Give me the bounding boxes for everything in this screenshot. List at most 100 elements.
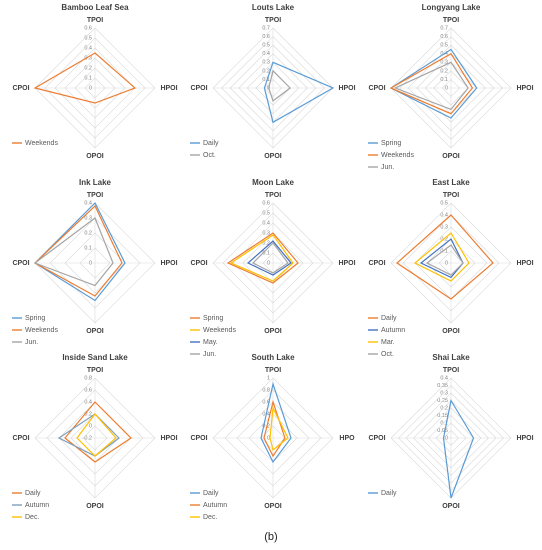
axis-label: HPOI xyxy=(160,85,177,92)
axis-label: HPOI xyxy=(160,435,177,442)
axis-label: CPOI xyxy=(12,260,29,267)
axis-label: HPOI xyxy=(338,260,355,267)
tick-label: 0.2 xyxy=(262,240,270,246)
axis-label: OPOI xyxy=(442,503,460,510)
tick-label: 0 xyxy=(267,435,270,441)
tick-label: 0.4 xyxy=(262,220,270,226)
legend-label: Dec. xyxy=(203,514,217,521)
legend-label: Weekends xyxy=(381,152,414,159)
tick-label: 0.8 xyxy=(262,387,270,393)
legend-label: May. xyxy=(203,339,218,346)
radar-series xyxy=(442,398,475,499)
axis-label: HPOI xyxy=(338,85,355,92)
axis-label: CPOI xyxy=(368,260,385,267)
tick-label: 0.1 xyxy=(84,245,92,251)
tick-label: 0.3 xyxy=(440,390,448,396)
tick-label: 0 xyxy=(89,85,92,91)
tick-label: 0 xyxy=(445,85,448,91)
tick-label: 0.3 xyxy=(262,60,270,66)
tick-label: 0.6 xyxy=(262,34,270,40)
tick-label: 0.6 xyxy=(262,200,270,206)
legend-label: Spring xyxy=(381,140,401,147)
legend-label: Weekends xyxy=(25,327,58,334)
axis-label: CPOI xyxy=(12,85,29,92)
tick-label: 0.2 xyxy=(84,230,92,236)
legend-label: Daily xyxy=(25,490,41,497)
tick-label: 0 xyxy=(89,423,92,429)
radar-series xyxy=(263,61,335,124)
radar-series xyxy=(76,413,117,457)
axis-label: OPOI xyxy=(86,503,104,510)
tick-label: 0.3 xyxy=(440,60,448,66)
axis-label: OPOI xyxy=(264,328,282,335)
legend-label: Oct. xyxy=(203,152,216,159)
tick-label: 0 xyxy=(267,260,270,266)
radar-series xyxy=(389,52,474,115)
legend-label: Daily xyxy=(381,490,397,497)
tick-label: 0 xyxy=(445,435,448,441)
legend-label: Jun. xyxy=(381,164,394,171)
legend-label: Daily xyxy=(381,315,397,322)
axis-label: HPO xyxy=(339,435,355,442)
tick-label: 0.2 xyxy=(84,65,92,71)
tick-label: 0 xyxy=(89,260,92,266)
axis-label: CPOI xyxy=(12,435,29,442)
tick-label: 0.5 xyxy=(262,210,270,216)
legend-label: Autumn xyxy=(381,327,405,334)
legend-label: Autumn xyxy=(203,502,227,509)
tick-label: 0.2 xyxy=(440,68,448,74)
tick-label: 1 xyxy=(267,375,270,381)
tick-label: 0.2 xyxy=(262,423,270,429)
tick-label: 0.5 xyxy=(440,200,448,206)
radar-series xyxy=(33,217,114,287)
radar-series xyxy=(226,232,299,284)
axis-label: HPOI xyxy=(516,260,533,267)
axis-label: OPOI xyxy=(264,503,282,510)
legend-label: Oct. xyxy=(381,351,394,358)
tick-label: 0.3 xyxy=(262,230,270,236)
legend-label: Jun. xyxy=(25,339,38,346)
axis-label: TPOI xyxy=(265,192,281,199)
tick-label: 0.4 xyxy=(84,45,92,51)
tick-label: 0.2 xyxy=(262,68,270,74)
tick-label: 0.1 xyxy=(440,248,448,254)
tick-label: 0.3 xyxy=(440,224,448,230)
radar-series xyxy=(269,405,289,452)
legend-label: Dec. xyxy=(25,514,39,521)
legend-label: Daily xyxy=(203,140,219,147)
radar-series xyxy=(260,381,292,464)
chart-title: Ink Lake xyxy=(79,178,112,187)
tick-label: 0.6 xyxy=(440,34,448,40)
axis-label: OPOI xyxy=(442,328,460,335)
tick-label: -0.2 xyxy=(83,435,92,441)
axis-label: HPOI xyxy=(516,85,533,92)
axis-label: TPOI xyxy=(443,192,459,199)
tick-label: 0.2 xyxy=(440,405,448,411)
tick-label: 0.3 xyxy=(84,215,92,221)
axis-label: CPOI xyxy=(190,260,207,267)
tick-label: 0.2 xyxy=(84,411,92,417)
legend-label: Weekends xyxy=(25,140,58,147)
radar-series xyxy=(419,238,464,279)
tick-label: 0.3 xyxy=(84,55,92,61)
radar-series xyxy=(396,214,494,300)
axis-label: HPOI xyxy=(516,435,533,442)
axis-label: TPOI xyxy=(265,367,281,374)
axis-label: TPOI xyxy=(87,367,103,374)
chart-title: Bamboo Leaf Sea xyxy=(61,3,129,12)
chart-title: Louts Lake xyxy=(252,3,295,12)
tick-label: 0.4 xyxy=(262,51,270,57)
tick-label: 0.8 xyxy=(84,375,92,381)
tick-label: 0.1 xyxy=(262,77,270,83)
tick-label: 0.7 xyxy=(262,25,270,31)
chart-title: Longyang Lake xyxy=(422,3,481,12)
radar-series xyxy=(246,240,292,276)
tick-label: 0.4 xyxy=(84,200,92,206)
radar-series xyxy=(229,234,294,282)
radar-series xyxy=(268,69,292,102)
legend-label: Daily xyxy=(203,490,219,497)
tick-label: 0.1 xyxy=(440,77,448,83)
chart-title: Moon Lake xyxy=(252,178,294,187)
radar-series xyxy=(33,52,137,104)
